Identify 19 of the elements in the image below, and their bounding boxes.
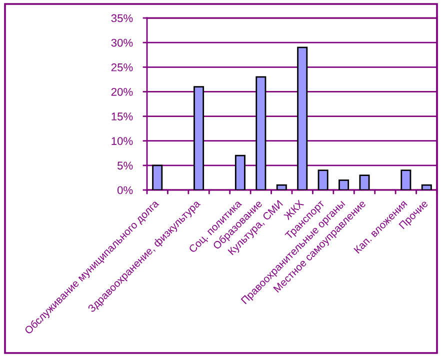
bar	[234, 154, 246, 190]
y-tick-label: 5%	[117, 162, 133, 170]
y-tick-label: 25%	[111, 63, 133, 72]
bar	[421, 184, 432, 190]
y-tick-label: 35%	[111, 14, 133, 22]
y-tick-label: 15%	[112, 112, 133, 120]
bar	[152, 164, 163, 190]
bar	[256, 76, 266, 190]
bar	[318, 170, 328, 190]
bar	[297, 46, 308, 190]
y-tick-label: 20%	[111, 88, 133, 96]
bar	[400, 170, 412, 190]
bar	[338, 179, 350, 190]
y-tick-label: 0%	[117, 186, 133, 194]
y-tick-label: 30%	[111, 38, 133, 47]
bar	[194, 86, 204, 190]
y-tick-label: 10%	[112, 137, 133, 145]
bar	[359, 174, 370, 190]
bar	[276, 184, 287, 190]
